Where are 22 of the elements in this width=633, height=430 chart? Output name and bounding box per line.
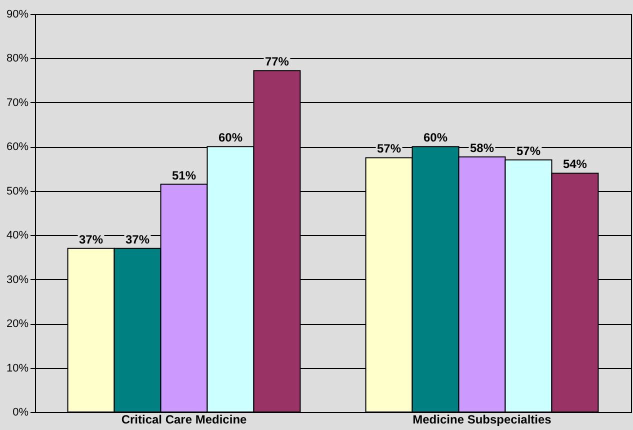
data-label: 37%: [79, 232, 104, 246]
y-tick-label: 70%: [6, 96, 29, 109]
data-label: 54%: [562, 157, 588, 172]
data-label: 57%: [377, 142, 402, 156]
data-label: 37%: [125, 232, 150, 246]
x-tick-label: Critical Care Medicine: [121, 412, 248, 426]
y-tick-label: 80%: [6, 52, 29, 65]
data-label: 60%: [218, 130, 243, 145]
y-tick-label: 10%: [6, 362, 29, 374]
y-tick-label: 60%: [6, 141, 29, 154]
y-tick-label: 30%: [6, 274, 29, 286]
y-tick-label: 40%: [6, 230, 29, 242]
data-label: 51%: [172, 168, 196, 182]
data-label: 57%: [516, 144, 541, 158]
y-tick-label: 90%: [6, 8, 29, 20]
y-tick-label: 20%: [6, 318, 29, 330]
data-label: 60%: [423, 130, 448, 145]
y-tick-label: 0%: [12, 406, 29, 418]
data-label: 58%: [470, 140, 494, 155]
y-tick-label: 50%: [6, 185, 29, 198]
x-tick-label: Medicine Subspecialties: [412, 412, 552, 426]
data-label: 77%: [264, 54, 290, 69]
